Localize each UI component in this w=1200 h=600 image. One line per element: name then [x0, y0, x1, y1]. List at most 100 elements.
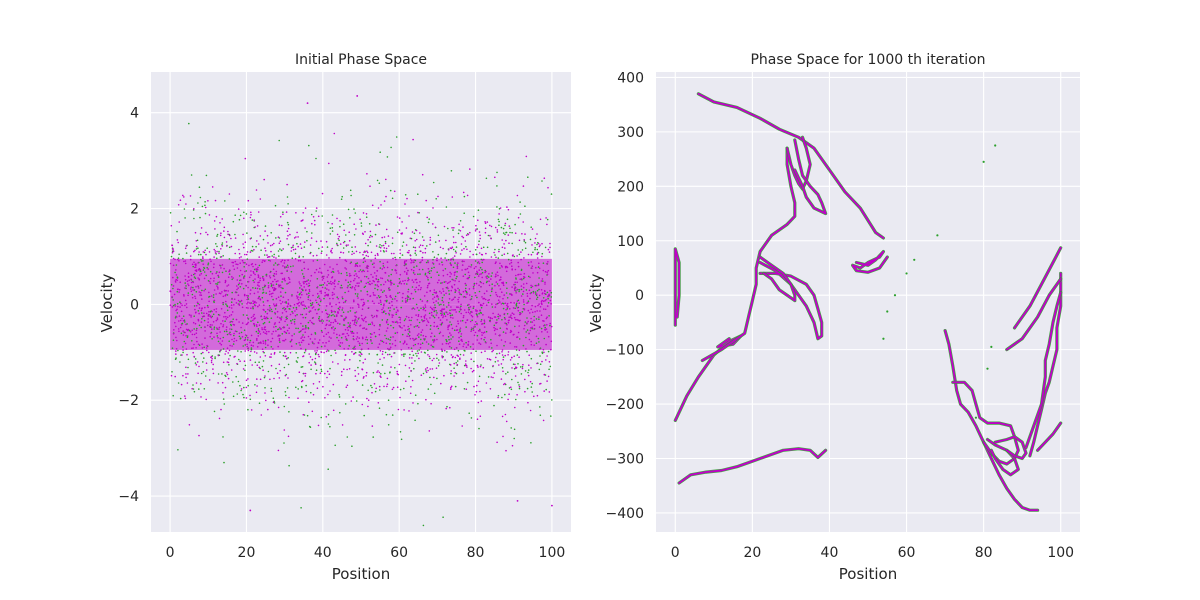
data-point-magenta: [442, 290, 445, 293]
data-point-magenta: [294, 314, 297, 317]
data-point-magenta: [514, 406, 516, 409]
data-point-magenta: [481, 276, 484, 279]
data-point-magenta: [523, 257, 525, 259]
data-point-green: [204, 212, 207, 215]
data-point-green: [412, 246, 415, 248]
data-point-magenta: [288, 327, 291, 330]
data-point-magenta: [504, 354, 507, 357]
data-point-green: [311, 232, 313, 234]
data-point-green: [452, 259, 455, 261]
data-point-magenta: [249, 251, 252, 253]
data-point-green: [520, 288, 523, 291]
data-point-magenta: [491, 317, 494, 320]
data-point-magenta: [391, 304, 394, 307]
data-point-magenta: [413, 259, 416, 262]
data-point-magenta: [457, 298, 459, 301]
data-point-green: [213, 326, 216, 329]
data-point-magenta: [247, 321, 249, 324]
data-point-magenta: [259, 235, 262, 237]
data-point-green: [503, 344, 505, 347]
data-point-magenta: [504, 382, 506, 385]
data-point-magenta: [497, 299, 500, 302]
data-point-magenta: [258, 331, 261, 333]
data-point-magenta: [265, 333, 268, 335]
data-point-magenta: [391, 343, 394, 345]
data-point-green: [523, 240, 526, 242]
data-point-green: [377, 362, 379, 364]
data-point-green: [197, 247, 199, 249]
data-point-green: [200, 372, 203, 375]
data-point-magenta: [258, 342, 260, 344]
data-point-green: [436, 312, 438, 314]
data-point-green: [221, 243, 223, 246]
data-point-magenta: [215, 272, 217, 275]
data-point-magenta: [364, 231, 366, 233]
data-point-magenta: [224, 353, 226, 355]
data-point-magenta: [322, 385, 324, 388]
data-point-magenta: [475, 273, 477, 275]
data-point-green: [404, 353, 406, 355]
data-point-magenta: [507, 305, 509, 308]
data-point-magenta: [390, 296, 393, 299]
data-point-magenta: [275, 330, 277, 332]
data-point-green: [270, 387, 273, 390]
data-point-magenta: [426, 300, 429, 303]
data-point-stray: [936, 234, 939, 237]
data-point-green: [193, 305, 196, 307]
data-point-magenta: [262, 369, 264, 372]
data-point-magenta: [226, 316, 229, 319]
data-point-magenta: [289, 281, 291, 284]
data-point-magenta: [543, 351, 545, 354]
data-point-green: [315, 210, 318, 212]
data-point-green: [504, 393, 506, 396]
data-point-magenta: [369, 283, 372, 286]
data-point-magenta: [297, 245, 300, 248]
data-point-magenta: [305, 390, 308, 393]
data-point-magenta: [197, 262, 199, 264]
data-point-green: [491, 283, 494, 286]
data-point-magenta: [464, 268, 467, 271]
data-point-green: [479, 311, 482, 314]
data-point-green: [449, 262, 452, 264]
data-point-magenta: [425, 335, 427, 338]
data-point-magenta: [377, 346, 380, 349]
data-point-magenta: [237, 287, 239, 289]
data-point-green: [437, 298, 440, 300]
data-point-green: [334, 444, 337, 447]
data-point-magenta: [282, 339, 284, 342]
data-point-outlier: [356, 95, 359, 97]
data-point-magenta: [280, 260, 283, 263]
data-point-magenta: [532, 292, 535, 294]
data-point-magenta: [405, 300, 407, 302]
data-point-magenta: [211, 357, 213, 360]
data-point-magenta: [410, 386, 412, 388]
data-point-magenta: [492, 312, 494, 315]
data-point-magenta: [199, 292, 202, 294]
data-point-magenta: [325, 294, 327, 296]
data-point-magenta: [538, 267, 541, 270]
data-point-magenta: [455, 347, 458, 349]
data-point-magenta: [223, 236, 226, 239]
data-point-magenta: [469, 306, 472, 308]
data-point-magenta: [176, 239, 179, 241]
data-point-magenta: [405, 380, 407, 383]
data-point-green: [385, 413, 388, 416]
data-point-magenta: [247, 378, 249, 380]
data-point-magenta: [286, 305, 289, 308]
data-point-magenta: [184, 287, 186, 289]
data-point-magenta: [376, 252, 379, 255]
data-point-green: [389, 342, 391, 345]
data-point-green: [288, 411, 290, 413]
data-point-magenta: [252, 319, 254, 322]
data-point-green: [214, 357, 216, 360]
data-point-green: [301, 313, 304, 316]
data-point-magenta: [470, 358, 473, 361]
data-point-green: [470, 417, 473, 419]
data-point-magenta: [465, 296, 467, 299]
data-point-magenta: [354, 265, 357, 267]
data-point-green: [538, 277, 540, 279]
data-point-green: [432, 251, 434, 253]
data-point-green: [401, 300, 404, 302]
data-point-green: [274, 204, 277, 207]
data-point-magenta: [543, 373, 546, 376]
